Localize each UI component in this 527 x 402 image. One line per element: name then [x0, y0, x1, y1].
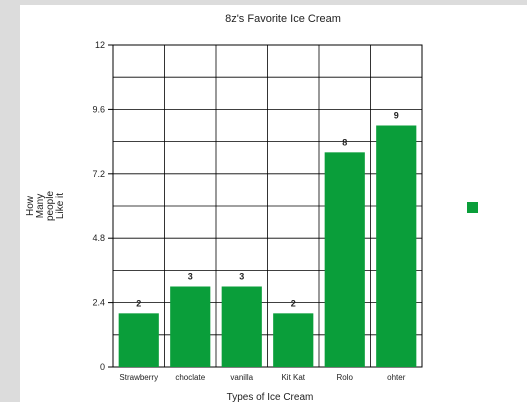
bar-value-label: 2	[136, 298, 141, 308]
bar-value-label: 8	[342, 137, 347, 147]
chart-title: 8z's Favorite Ice Cream	[225, 13, 341, 25]
bars: 2 3 3 2 8 9	[118, 111, 417, 367]
bar-value-label: 2	[291, 298, 296, 308]
y-axis-label-line: Many	[35, 194, 46, 218]
bar-value-label: 3	[239, 272, 244, 282]
y-tick-label: 4.8	[92, 233, 105, 243]
y-tick-label: 9.6	[92, 104, 105, 114]
bar	[324, 152, 365, 367]
chart-panel: 8z's Favorite Ice Cream 0 2.4 4.8 7.2 9.6 12 …	[20, 5, 527, 402]
chart: 8z's Favorite Ice Cream 02.44.87.29.612 …	[25, 13, 478, 402]
x-category-label: ohter	[387, 373, 406, 382]
x-category-label: Kit Kat	[281, 373, 305, 382]
y-tick-label: 12	[95, 40, 105, 50]
y-axis-label-line: Like it	[55, 193, 66, 219]
y-axis-label-line: How	[25, 195, 36, 216]
bar	[221, 286, 262, 367]
legend-swatch	[467, 202, 478, 213]
y-tick-label: 2.4	[92, 298, 105, 308]
y-axis-label: How Many people Like it	[25, 191, 66, 221]
bar	[376, 125, 417, 367]
x-axis-categories: Strawberry choclate vanilla Kit Kat Rolo ohte…	[119, 373, 405, 382]
grid	[112, 44, 423, 368]
x-category-label: choclate	[175, 373, 205, 382]
y-tick-label: 0	[100, 362, 105, 372]
x-axis-label: Types of Ice Cream	[227, 392, 314, 402]
bar	[170, 286, 211, 367]
x-category-label: Rolo	[337, 373, 354, 382]
x-category-label: Strawberry	[119, 373, 158, 382]
y-tick-label: 7.2	[92, 169, 105, 179]
bar	[273, 313, 314, 367]
y-axis-ticks: 0 2.4 4.8 7.2 9.6 12	[92, 40, 113, 372]
x-category-label: vanilla	[230, 373, 253, 382]
bar-value-label: 3	[188, 272, 193, 282]
y-axis-label-line: people	[45, 191, 56, 221]
bar-value-label: 9	[394, 111, 399, 121]
bar	[118, 313, 159, 367]
